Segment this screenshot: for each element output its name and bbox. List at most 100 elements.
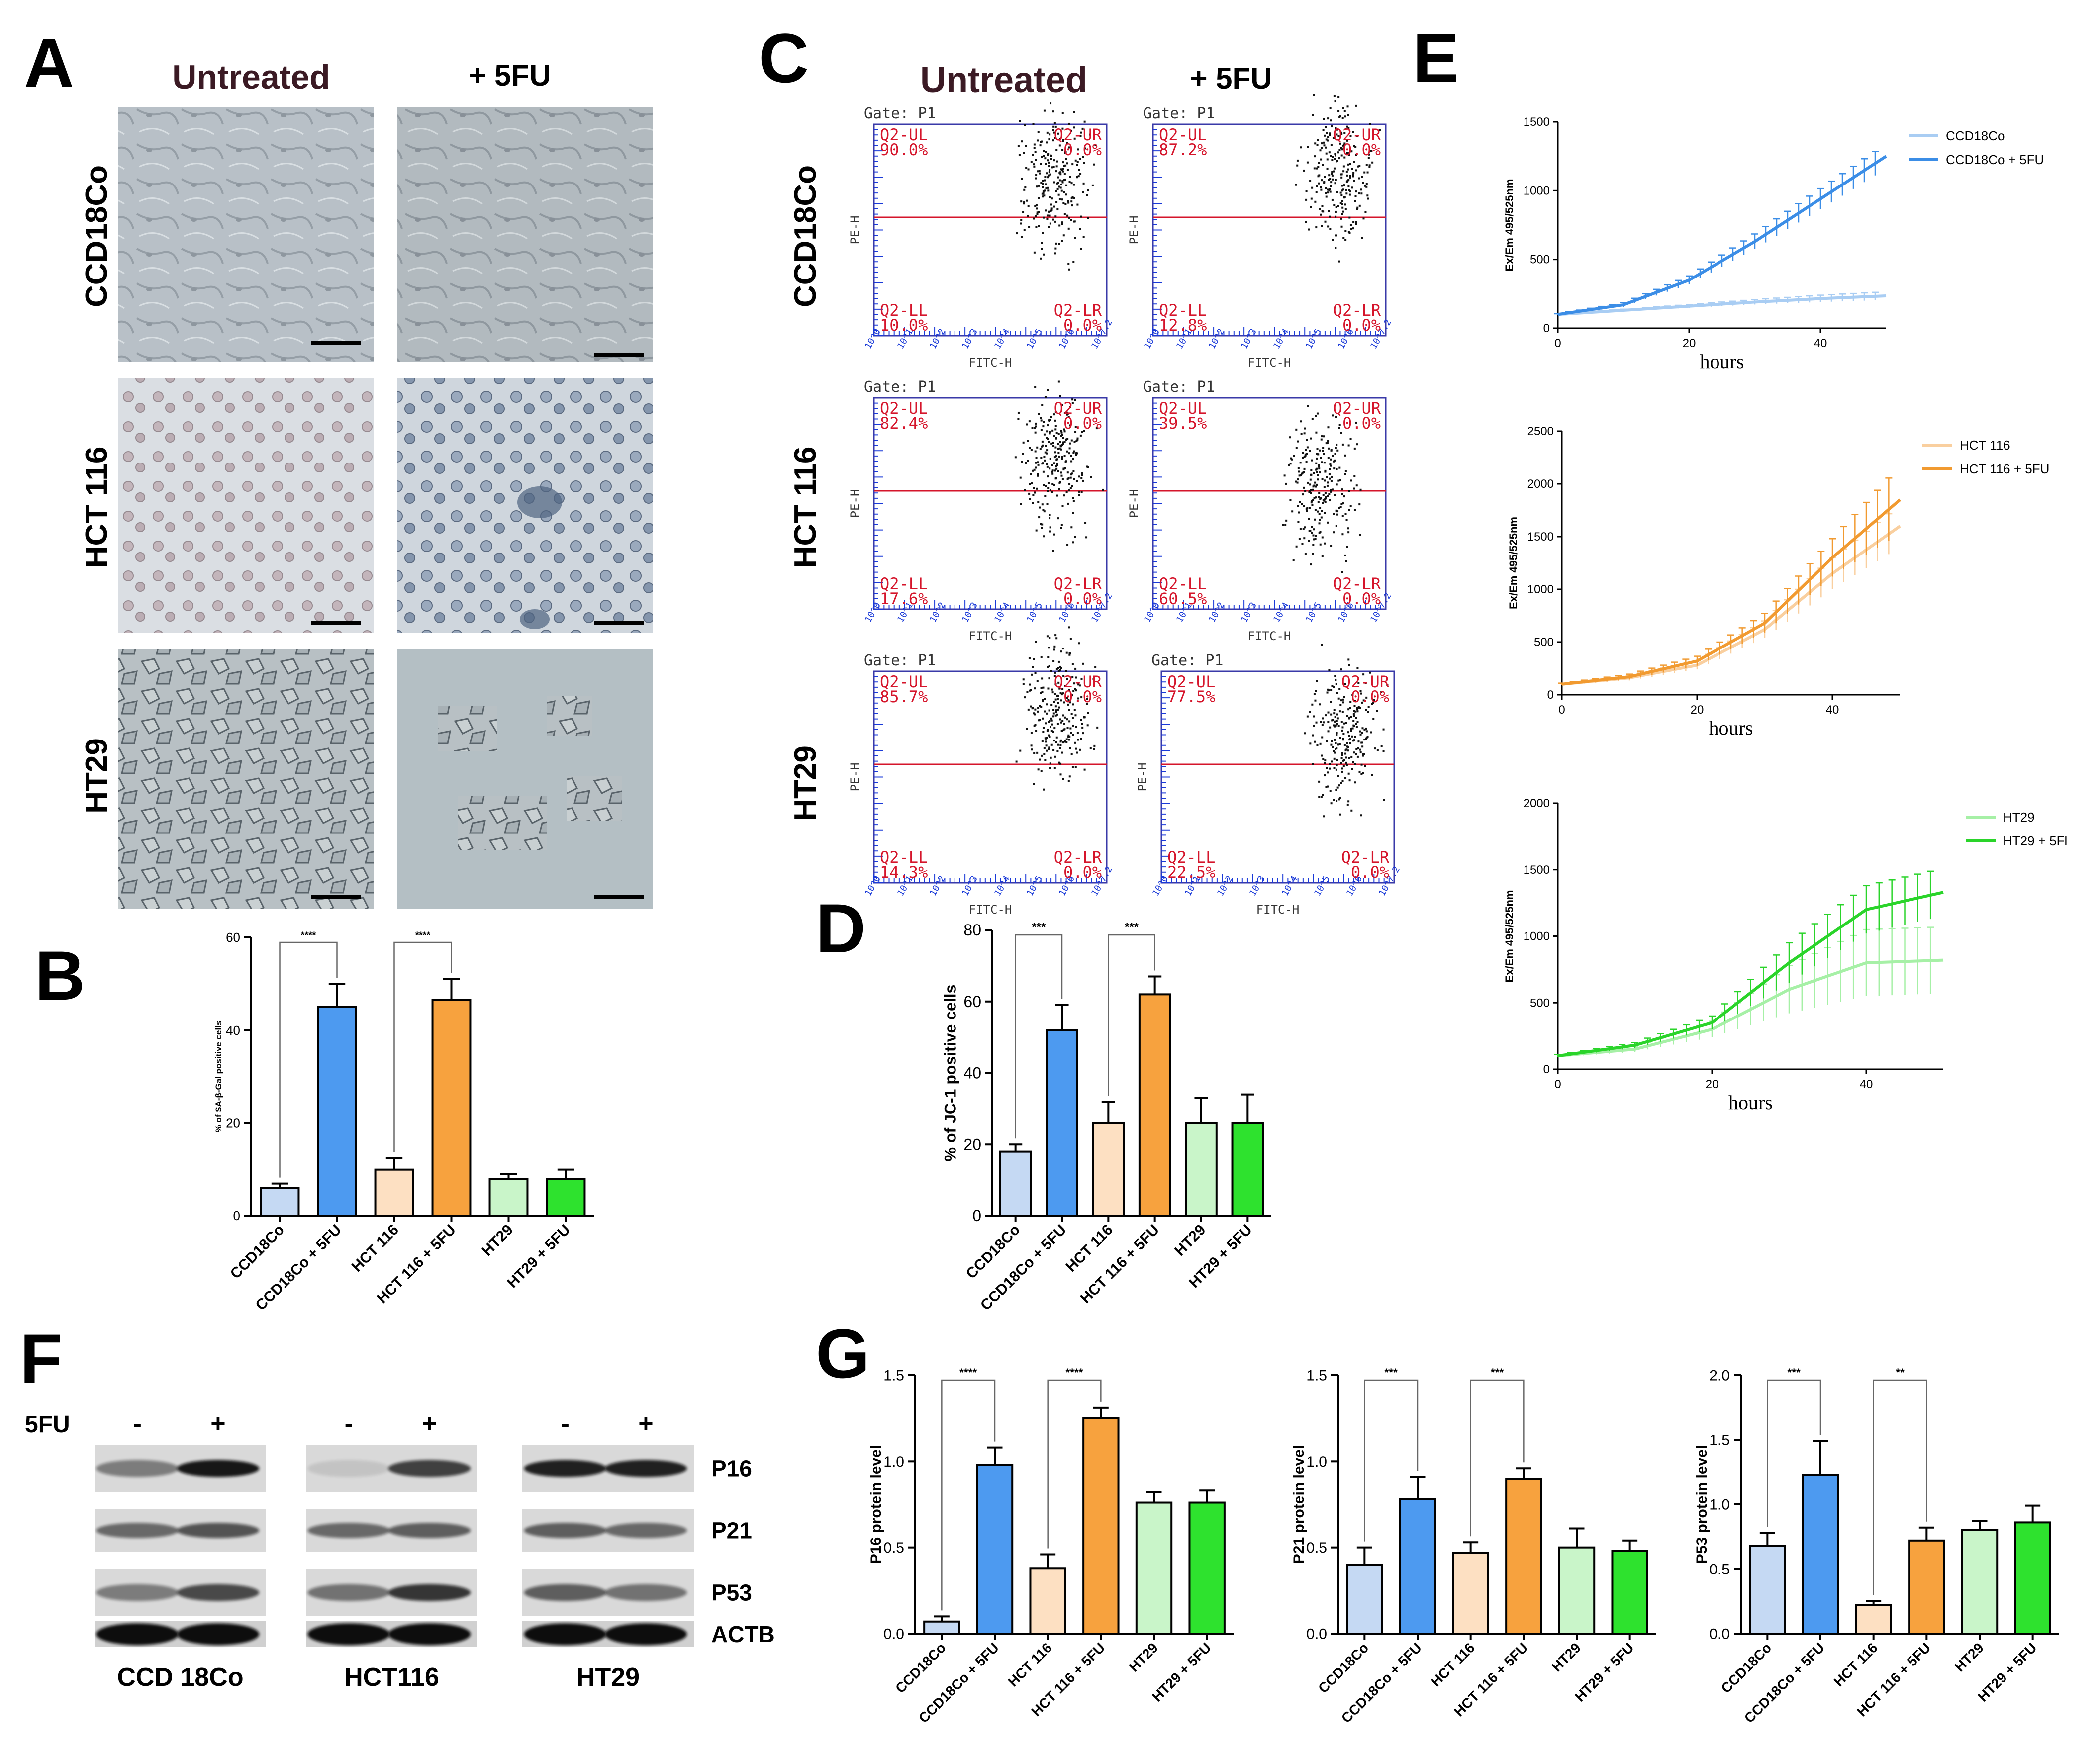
event-dot	[1025, 462, 1027, 464]
event-dot	[1330, 689, 1333, 691]
event-dot	[1035, 177, 1037, 180]
event-dot	[1051, 688, 1053, 691]
event-dot	[1334, 158, 1336, 160]
bar	[1188, 1501, 1226, 1635]
event-dot	[1073, 440, 1076, 443]
event-dot	[1052, 110, 1054, 113]
event-dot	[1322, 447, 1325, 449]
event-dot	[1066, 214, 1069, 217]
event-dot	[1336, 510, 1339, 513]
event-dot	[1321, 736, 1324, 739]
event-dots	[1014, 380, 1104, 552]
event-dot	[1359, 488, 1362, 491]
event-dot	[1046, 172, 1048, 175]
y-tick-label: 2500	[1527, 425, 1554, 438]
event-dot	[1311, 532, 1313, 534]
event-dot	[1057, 380, 1060, 383]
event-dot	[1052, 125, 1055, 128]
event-dot	[1331, 174, 1334, 177]
event-dot	[1044, 698, 1046, 700]
event-dot	[1066, 478, 1069, 480]
event-dot	[1076, 203, 1079, 206]
event-dot	[1341, 710, 1344, 713]
event-dot	[1337, 743, 1339, 746]
event-dot	[1348, 735, 1350, 737]
event-dots	[1295, 94, 1381, 263]
event-dot	[1316, 185, 1318, 187]
event-dot	[1076, 437, 1079, 440]
event-dot	[1329, 178, 1332, 180]
event-dot	[1366, 194, 1369, 197]
event-dot	[1327, 688, 1329, 691]
event-dot	[1068, 122, 1070, 125]
minus-sign: -	[133, 1409, 142, 1438]
event-dot	[1382, 728, 1385, 731]
event-dot	[1039, 506, 1041, 509]
event-dot	[1083, 768, 1086, 771]
blot-band	[96, 1584, 179, 1601]
event-dot	[1071, 485, 1073, 487]
event-dot	[1043, 433, 1046, 436]
quadrant-ur-value: 0.0%	[1351, 687, 1389, 706]
event-dot	[1297, 467, 1300, 469]
event-dot	[1034, 205, 1037, 207]
event-dot	[1027, 205, 1030, 207]
quadrant-lr-name: Q2-LR	[1341, 848, 1390, 867]
event-dot	[1068, 268, 1070, 271]
event-dot	[1305, 221, 1307, 223]
event-dot	[1357, 165, 1359, 168]
event-dot	[1035, 457, 1038, 459]
panel-d-letter: D	[816, 889, 866, 967]
quadrant-ll-value: 14.3%	[880, 863, 928, 882]
x-tick-label: 0	[1554, 337, 1561, 350]
event-dot	[1034, 427, 1036, 430]
bar	[1505, 1478, 1542, 1635]
event-dot	[1330, 144, 1333, 146]
event-dot	[1371, 774, 1373, 776]
event-dot	[1338, 507, 1340, 509]
event-dot	[1049, 467, 1051, 470]
event-dot	[1352, 720, 1355, 722]
event-dot	[1052, 712, 1055, 715]
event-dot	[1340, 176, 1343, 179]
event-dot	[1328, 689, 1330, 692]
event-dot	[1356, 443, 1358, 446]
event-dot	[1045, 740, 1047, 743]
event-dot	[1065, 193, 1067, 196]
event-dot	[1055, 190, 1057, 192]
event-dot	[1053, 462, 1055, 464]
y-tick-label: 80	[963, 921, 981, 939]
event-dot	[1327, 426, 1330, 429]
event-dot	[1093, 748, 1095, 750]
micrograph-ccd18co-5fu	[397, 107, 653, 362]
event-dot	[1336, 786, 1339, 789]
event-dot	[1072, 470, 1075, 472]
y-tick-label: 2.0	[1709, 1368, 1730, 1384]
event-dot	[1035, 466, 1037, 469]
event-dot	[1361, 745, 1364, 748]
event-dot	[1342, 170, 1345, 173]
y-tick-label: 500	[1530, 253, 1550, 267]
event-dot	[1341, 571, 1343, 573]
event-dot	[1036, 751, 1039, 754]
event-dot	[1295, 480, 1297, 483]
event-dot	[1383, 799, 1385, 801]
event-dot	[1347, 163, 1350, 166]
event-dot	[1310, 563, 1312, 566]
event-dot	[1035, 204, 1038, 206]
significance-bracket	[279, 941, 338, 1178]
event-dot	[1350, 228, 1353, 230]
panel-c: C Untreated + 5FU CCD18Co HCT 116 HT29 G…	[759, 19, 1402, 917]
event-dot	[1336, 513, 1338, 516]
bar	[431, 999, 472, 1217]
event-dot	[1339, 737, 1341, 739]
event-dot	[1340, 173, 1343, 176]
event-dot	[1364, 765, 1366, 767]
event-dot	[1060, 240, 1063, 242]
y-tick-label: 1.5	[1709, 1432, 1730, 1449]
event-dot	[1329, 790, 1332, 792]
event-dot	[1047, 490, 1049, 492]
event-dot	[1300, 433, 1303, 435]
y-tick-label: 0.5	[1709, 1562, 1730, 1578]
event-dot	[1345, 192, 1348, 195]
